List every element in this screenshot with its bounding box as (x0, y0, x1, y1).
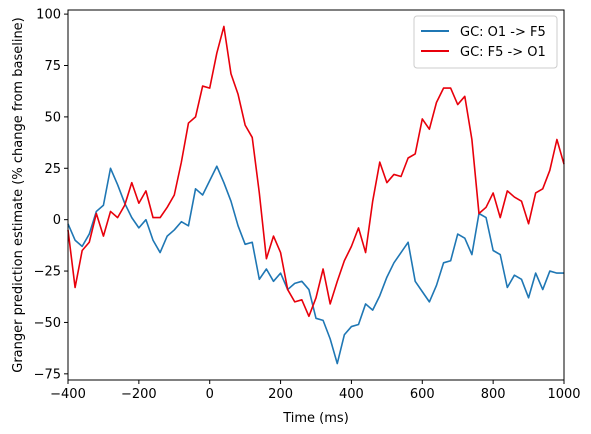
legend-label-o1-f5: GC: O1 -> F5 (460, 25, 546, 40)
series-line-o1-to-f5 (67, 165, 564, 365)
x-axis-label: Time (ms) (282, 411, 349, 426)
x-tick-label: −200 (121, 387, 157, 402)
y-tick-label: 75 (44, 59, 61, 74)
x-tick-label: 400 (339, 387, 364, 402)
x-axis: −400 −200 0 200 400 600 800 1000 (50, 380, 581, 402)
x-tick-label: 0 (206, 387, 214, 402)
series-line-f5-to-o1 (67, 25, 565, 318)
legend: GC: O1 -> F5 GC: F5 -> O1 (413, 15, 558, 69)
y-tick-label: −75 (34, 367, 61, 382)
y-axis: −75 −50 −25 0 25 50 75 100 (34, 8, 68, 382)
x-tick-label: 200 (268, 387, 293, 402)
y-tick-label: 100 (36, 8, 61, 23)
series-layer (67, 25, 565, 365)
y-tick-label: −25 (34, 265, 61, 280)
x-tick-label: −400 (50, 387, 86, 402)
plot-frame (67, 9, 565, 381)
legend-label-f5-o1: GC: F5 -> O1 (460, 45, 546, 60)
legend-box (413, 15, 558, 69)
y-tick-label: 25 (44, 162, 61, 177)
x-tick-label: 1000 (547, 387, 580, 402)
y-axis-label: Granger prediction estimate (% change fr… (11, 17, 26, 372)
y-tick-label: 50 (44, 110, 61, 125)
x-tick-label: 600 (410, 387, 435, 402)
x-tick-label: 800 (481, 387, 506, 402)
y-tick-label: −50 (34, 316, 61, 331)
y-tick-label: 0 (53, 213, 61, 228)
